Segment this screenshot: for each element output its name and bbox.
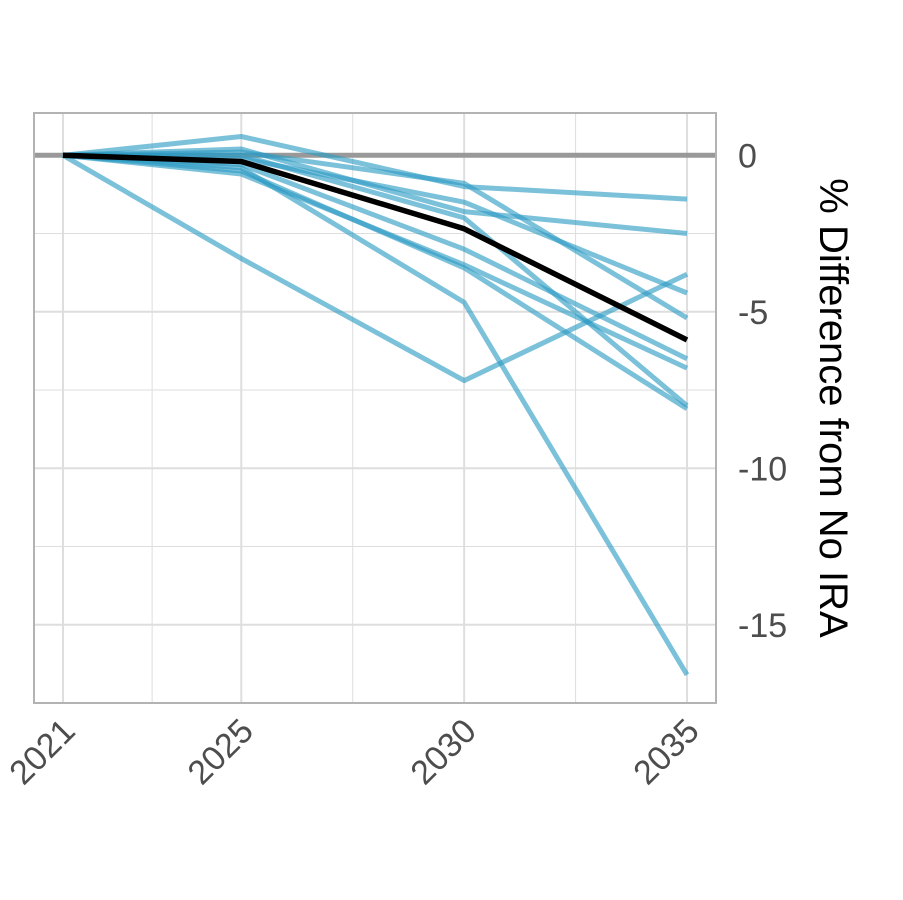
average-layer [62,152,689,343]
y-tick-label: -5 [738,294,768,332]
series-layer [61,134,690,677]
model-series-line [62,134,688,202]
model-series-line [61,153,689,384]
y-tick-label: -15 [738,607,787,645]
x-tick-label: 2035 [626,712,706,792]
x-tick-label: 2030 [403,712,483,792]
y-tick-label: 0 [738,137,757,175]
y-tick-label: -10 [738,450,787,488]
y-axis-title: % Difference from No IRA [811,178,855,638]
x-tick-label: 2025 [181,712,261,792]
model-series-line [63,152,689,408]
average-series-line [62,152,689,343]
y-tick-labels: 0 -5 -10 -15 [738,137,787,644]
model-series-line [62,152,690,677]
x-tick-labels: 2021 2025 2030 2035 [2,712,706,792]
x-tick-label: 2021 [2,712,82,792]
plot-frame [33,112,717,704]
